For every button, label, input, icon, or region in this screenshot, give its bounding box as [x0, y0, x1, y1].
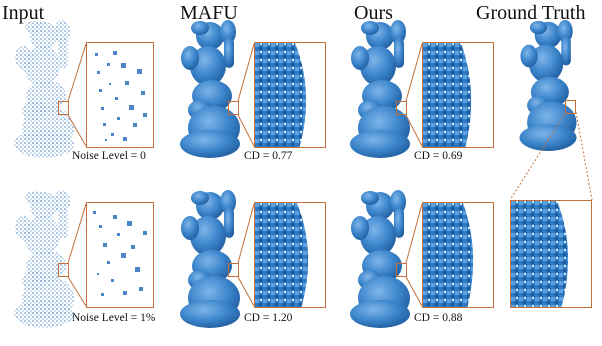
- region-marker-mafu-row2: [228, 263, 239, 277]
- noise-label-row1: Noise Level = 0: [72, 150, 146, 162]
- ours-surface-row2: [350, 190, 410, 328]
- mafu-surface-zoom: [255, 43, 307, 147]
- region-marker-ours-row1: [396, 101, 407, 115]
- cd-mafu-row2: CD = 1.20: [244, 312, 293, 324]
- region-marker-mafu-row1: [228, 101, 239, 115]
- zoom-panel-ours-row2: [422, 202, 494, 308]
- column-title-input: Input: [2, 2, 45, 24]
- zoom-panel-mafu-row2: [254, 202, 326, 308]
- zoom-panel-ground-truth: [510, 200, 592, 308]
- column-title-mafu: MAFU: [180, 2, 238, 24]
- mafu-surface-row2: [180, 190, 240, 328]
- input-point-cloud-row2: [14, 190, 74, 328]
- mafu-surface-row1: [180, 20, 240, 158]
- noisy-points-zoom: [93, 211, 147, 296]
- region-marker-ours-row2: [396, 263, 407, 277]
- ours-surface-row1: [350, 20, 410, 158]
- zoom-connectors: [67, 43, 593, 307]
- ground-truth-surface-zoom: [511, 201, 569, 307]
- zoom-panel-input-row1: [86, 42, 154, 148]
- input-point-cloud-row1: [14, 20, 74, 158]
- zoom-panel-input-row2: [86, 202, 154, 308]
- cd-ours-row2: CD = 0.88: [414, 312, 463, 324]
- sparse-points-zoom: [95, 51, 147, 141]
- region-marker-input-row2: [58, 263, 69, 277]
- zoom-panel-mafu-row1: [254, 42, 326, 148]
- region-marker-gt: [565, 100, 576, 114]
- mafu-surface-zoom-row2: [255, 203, 309, 307]
- zoom-panel-ours-row1: [422, 42, 494, 148]
- ours-surface-zoom: [423, 43, 472, 147]
- ours-surface-zoom-row2: [423, 203, 474, 307]
- cd-ours-row1: CD = 0.69: [414, 150, 463, 162]
- column-title-ground-truth: Ground Truth: [476, 2, 586, 24]
- region-marker-input-row1: [58, 101, 69, 115]
- ground-truth-surface-row1: [519, 19, 577, 152]
- cd-mafu-row1: CD = 0.77: [244, 150, 293, 162]
- noise-label-row2: Noise Level = 1%: [72, 312, 156, 324]
- column-title-ours: Ours: [354, 2, 393, 24]
